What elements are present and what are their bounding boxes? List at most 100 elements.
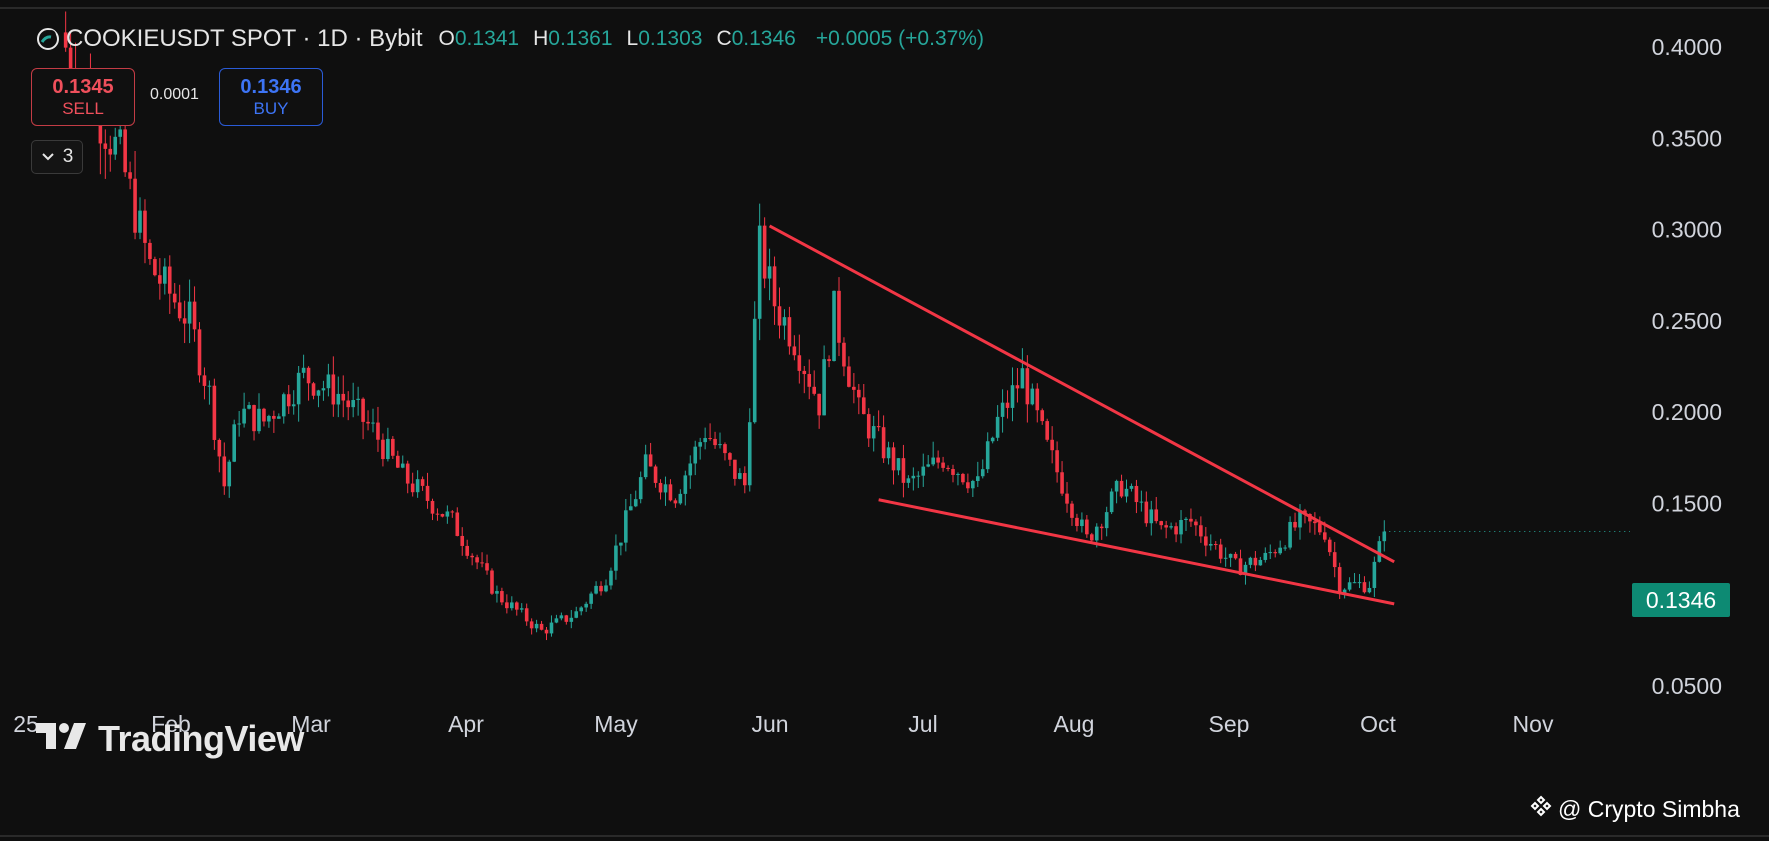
watermark-text: @ Crypto Simbha <box>1558 795 1740 822</box>
x-tick-label: May <box>594 711 638 737</box>
candle-body <box>272 415 276 419</box>
candle-body <box>1139 501 1144 503</box>
candle-body <box>752 318 757 423</box>
low-label: L <box>626 27 639 50</box>
buy-button[interactable]: 0.1346 BUY <box>219 68 323 126</box>
candle-body <box>217 439 222 457</box>
x-tick-label: Apr <box>448 711 484 737</box>
candle-body <box>1050 439 1054 451</box>
candle-body <box>207 385 212 387</box>
change-value: +0.0005 (+0.37%) <box>815 27 984 50</box>
candle-body <box>1040 410 1045 422</box>
candle-body <box>554 618 559 623</box>
high-label: H <box>533 27 549 50</box>
candle-body <box>510 602 514 609</box>
candle-body <box>832 290 836 362</box>
candle-body <box>609 570 613 586</box>
candle-body <box>1288 521 1292 548</box>
candle-body <box>301 367 306 373</box>
x-tick-label: Nov <box>1513 711 1554 737</box>
x-tick-label: Sep <box>1209 711 1250 737</box>
candle-body <box>306 367 311 384</box>
candle-body <box>1362 582 1367 593</box>
candle-body <box>1179 519 1183 535</box>
candle-body <box>242 408 246 424</box>
candle-body <box>1124 488 1129 497</box>
author-watermark: @ Crypto Simbha <box>1530 795 1740 823</box>
candle-body <box>341 393 346 401</box>
candle-body <box>1218 544 1223 559</box>
trendline-resistance <box>768 224 1395 564</box>
candle-body <box>1154 509 1159 522</box>
candle-body <box>881 427 886 459</box>
candle-body <box>975 476 980 481</box>
candles-group <box>63 11 1387 641</box>
chevron-down-icon <box>41 146 55 168</box>
candle-body <box>688 463 693 476</box>
candle-body <box>1144 501 1149 524</box>
candle-body <box>1169 526 1173 528</box>
candle-body <box>683 475 688 494</box>
candle-body <box>624 510 628 543</box>
candle-body <box>1085 519 1089 535</box>
candle-body <box>1099 526 1104 529</box>
candle-body <box>802 370 807 375</box>
candle-body <box>896 458 901 471</box>
candle-body <box>837 290 841 343</box>
candle-body <box>653 466 658 483</box>
candle-body <box>1194 521 1198 526</box>
candle-body <box>410 483 415 493</box>
y-tick-label: 0.4000 <box>1652 34 1722 60</box>
candle-body <box>1070 503 1074 518</box>
candle-body <box>921 466 926 476</box>
candle-body <box>1000 402 1005 417</box>
candle-body <box>1327 539 1332 553</box>
candle-body <box>371 422 375 424</box>
x-tick-label: Aug <box>1054 711 1095 737</box>
candle-body <box>336 393 341 405</box>
candle-body <box>614 545 618 571</box>
candle-body <box>539 623 544 630</box>
candle-body <box>1332 552 1337 568</box>
candle-body <box>1273 552 1278 554</box>
indicators-toggle-button[interactable]: 3 <box>31 140 83 174</box>
symbol-title[interactable]: COOKIEUSDT SPOT · 1D · Bybit <box>66 25 423 52</box>
candle-body <box>579 607 584 612</box>
x-tick-label: Feb <box>151 711 191 737</box>
candle-body <box>182 318 187 324</box>
candle-body <box>703 438 707 443</box>
candle-body <box>1322 532 1327 540</box>
candle-body <box>405 463 410 484</box>
candle-body <box>971 480 975 489</box>
candle-body <box>326 374 331 389</box>
open-value: 0.1341 <box>454 27 520 50</box>
candle-body <box>1045 421 1049 440</box>
candle-body <box>505 602 509 609</box>
candle-body <box>391 438 395 456</box>
candle-body <box>633 499 638 507</box>
sell-price: 0.1345 <box>52 76 114 98</box>
candle-body <box>852 386 856 390</box>
candle-body <box>767 266 772 279</box>
candle-body <box>296 372 301 405</box>
candle-body <box>262 408 266 422</box>
candle-body <box>172 293 177 303</box>
candle-body <box>564 615 569 622</box>
sell-button[interactable]: 0.1345 SELL <box>31 68 135 126</box>
y-tick-label: 0.2000 <box>1652 399 1722 425</box>
cookie-symbol-icon[interactable] <box>36 27 60 51</box>
candle-body <box>331 374 336 405</box>
candle-body <box>589 593 593 604</box>
candle-body <box>311 383 316 396</box>
candle-body <box>346 400 351 408</box>
close-label: C <box>716 27 732 50</box>
candle-body <box>267 415 271 422</box>
candle-body <box>990 437 995 442</box>
tradingview-logo[interactable]: TradingView <box>36 718 304 760</box>
candle-body <box>381 439 385 459</box>
candle-body <box>961 473 965 483</box>
candle-body <box>1313 521 1317 524</box>
candle-body <box>252 405 256 432</box>
